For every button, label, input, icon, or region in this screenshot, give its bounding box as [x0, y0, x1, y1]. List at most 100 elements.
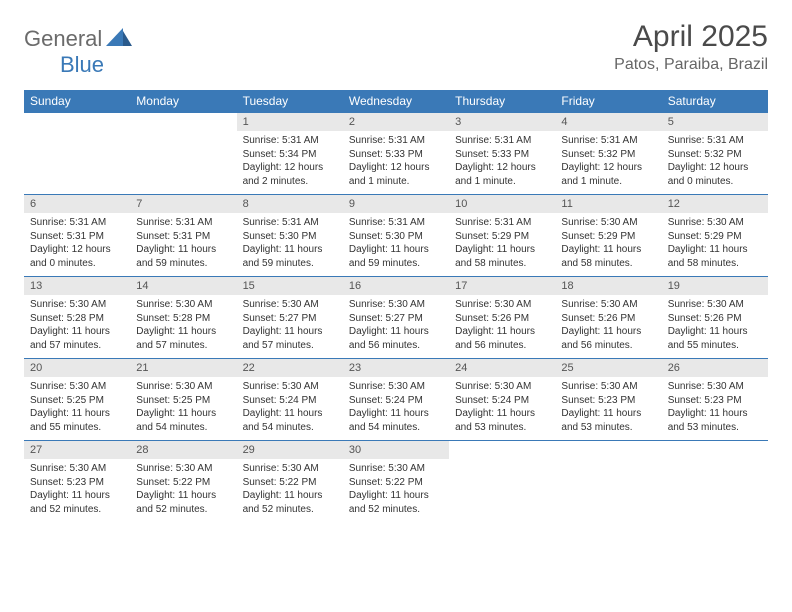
day-details: Sunrise: 5:30 AMSunset: 5:24 PMDaylight:…: [343, 377, 449, 437]
day-details: Sunrise: 5:30 AMSunset: 5:24 PMDaylight:…: [237, 377, 343, 437]
day-number: 27: [24, 441, 130, 459]
month-title: April 2025: [614, 20, 768, 54]
calendar-day-cell: 29Sunrise: 5:30 AMSunset: 5:22 PMDayligh…: [237, 441, 343, 523]
day-number: 8: [237, 195, 343, 213]
day-number: 23: [343, 359, 449, 377]
calendar-day-cell: 17Sunrise: 5:30 AMSunset: 5:26 PMDayligh…: [449, 277, 555, 359]
day-details: Sunrise: 5:30 AMSunset: 5:29 PMDaylight:…: [555, 213, 661, 273]
day-number: 7: [130, 195, 236, 213]
day-details: Sunrise: 5:30 AMSunset: 5:25 PMDaylight:…: [24, 377, 130, 437]
calendar-day-cell: 2Sunrise: 5:31 AMSunset: 5:33 PMDaylight…: [343, 113, 449, 195]
calendar-day-cell: 9Sunrise: 5:31 AMSunset: 5:30 PMDaylight…: [343, 195, 449, 277]
day-number: 11: [555, 195, 661, 213]
day-details: Sunrise: 5:31 AMSunset: 5:34 PMDaylight:…: [237, 131, 343, 191]
calendar-day-cell: 7Sunrise: 5:31 AMSunset: 5:31 PMDaylight…: [130, 195, 236, 277]
calendar-day-cell: 23Sunrise: 5:30 AMSunset: 5:24 PMDayligh…: [343, 359, 449, 441]
calendar-day-cell: 25Sunrise: 5:30 AMSunset: 5:23 PMDayligh…: [555, 359, 661, 441]
day-number: 9: [343, 195, 449, 213]
day-number: 20: [24, 359, 130, 377]
calendar-day-cell: 22Sunrise: 5:30 AMSunset: 5:24 PMDayligh…: [237, 359, 343, 441]
day-number: 3: [449, 113, 555, 131]
day-details: Sunrise: 5:31 AMSunset: 5:33 PMDaylight:…: [449, 131, 555, 191]
calendar-day-cell: [662, 441, 768, 523]
weekday-header: Sunday: [24, 90, 130, 113]
day-details: Sunrise: 5:30 AMSunset: 5:28 PMDaylight:…: [24, 295, 130, 355]
day-details: Sunrise: 5:31 AMSunset: 5:33 PMDaylight:…: [343, 131, 449, 191]
calendar-day-cell: 12Sunrise: 5:30 AMSunset: 5:29 PMDayligh…: [662, 195, 768, 277]
day-number: 10: [449, 195, 555, 213]
brand-logo: General: [24, 20, 134, 52]
calendar-day-cell: 6Sunrise: 5:31 AMSunset: 5:31 PMDaylight…: [24, 195, 130, 277]
day-number: 12: [662, 195, 768, 213]
calendar-table: Sunday Monday Tuesday Wednesday Thursday…: [24, 90, 768, 523]
calendar-day-cell: 4Sunrise: 5:31 AMSunset: 5:32 PMDaylight…: [555, 113, 661, 195]
calendar-day-cell: 30Sunrise: 5:30 AMSunset: 5:22 PMDayligh…: [343, 441, 449, 523]
day-number: 25: [555, 359, 661, 377]
day-number: 1: [237, 113, 343, 131]
calendar-day-cell: 19Sunrise: 5:30 AMSunset: 5:26 PMDayligh…: [662, 277, 768, 359]
calendar-week-row: 13Sunrise: 5:30 AMSunset: 5:28 PMDayligh…: [24, 277, 768, 359]
calendar-day-cell: 1Sunrise: 5:31 AMSunset: 5:34 PMDaylight…: [237, 113, 343, 195]
day-details: Sunrise: 5:30 AMSunset: 5:23 PMDaylight:…: [24, 459, 130, 519]
day-number: 5: [662, 113, 768, 131]
weekday-header: Saturday: [662, 90, 768, 113]
calendar-day-cell: 27Sunrise: 5:30 AMSunset: 5:23 PMDayligh…: [24, 441, 130, 523]
calendar-week-row: 1Sunrise: 5:31 AMSunset: 5:34 PMDaylight…: [24, 113, 768, 195]
calendar-day-cell: [24, 113, 130, 195]
day-details: Sunrise: 5:30 AMSunset: 5:28 PMDaylight:…: [130, 295, 236, 355]
weekday-header: Friday: [555, 90, 661, 113]
calendar-day-cell: 14Sunrise: 5:30 AMSunset: 5:28 PMDayligh…: [130, 277, 236, 359]
day-number: 15: [237, 277, 343, 295]
day-number: 26: [662, 359, 768, 377]
calendar-day-cell: [449, 441, 555, 523]
calendar-day-cell: 21Sunrise: 5:30 AMSunset: 5:25 PMDayligh…: [130, 359, 236, 441]
day-details: Sunrise: 5:30 AMSunset: 5:24 PMDaylight:…: [449, 377, 555, 437]
weekday-header-row: Sunday Monday Tuesday Wednesday Thursday…: [24, 90, 768, 113]
calendar-day-cell: 10Sunrise: 5:31 AMSunset: 5:29 PMDayligh…: [449, 195, 555, 277]
calendar-day-cell: 5Sunrise: 5:31 AMSunset: 5:32 PMDaylight…: [662, 113, 768, 195]
day-details: Sunrise: 5:31 AMSunset: 5:30 PMDaylight:…: [237, 213, 343, 273]
day-details: Sunrise: 5:30 AMSunset: 5:23 PMDaylight:…: [555, 377, 661, 437]
calendar-day-cell: 20Sunrise: 5:30 AMSunset: 5:25 PMDayligh…: [24, 359, 130, 441]
calendar-day-cell: 24Sunrise: 5:30 AMSunset: 5:24 PMDayligh…: [449, 359, 555, 441]
day-number: 22: [237, 359, 343, 377]
day-number: 18: [555, 277, 661, 295]
day-details: Sunrise: 5:31 AMSunset: 5:32 PMDaylight:…: [662, 131, 768, 191]
day-details: Sunrise: 5:30 AMSunset: 5:26 PMDaylight:…: [662, 295, 768, 355]
day-details: Sunrise: 5:30 AMSunset: 5:26 PMDaylight:…: [555, 295, 661, 355]
day-number: 21: [130, 359, 236, 377]
calendar-day-cell: 3Sunrise: 5:31 AMSunset: 5:33 PMDaylight…: [449, 113, 555, 195]
title-block: April 2025 Patos, Paraiba, Brazil: [614, 20, 768, 74]
calendar-day-cell: 18Sunrise: 5:30 AMSunset: 5:26 PMDayligh…: [555, 277, 661, 359]
brand-blue: Blue: [60, 52, 104, 77]
day-details: Sunrise: 5:30 AMSunset: 5:29 PMDaylight:…: [662, 213, 768, 273]
day-details: Sunrise: 5:31 AMSunset: 5:31 PMDaylight:…: [130, 213, 236, 273]
day-number: 6: [24, 195, 130, 213]
day-details: Sunrise: 5:30 AMSunset: 5:22 PMDaylight:…: [237, 459, 343, 519]
day-details: Sunrise: 5:30 AMSunset: 5:27 PMDaylight:…: [343, 295, 449, 355]
weekday-header: Tuesday: [237, 90, 343, 113]
day-number: 24: [449, 359, 555, 377]
calendar-week-row: 20Sunrise: 5:30 AMSunset: 5:25 PMDayligh…: [24, 359, 768, 441]
day-details: Sunrise: 5:30 AMSunset: 5:22 PMDaylight:…: [343, 459, 449, 519]
calendar-week-row: 6Sunrise: 5:31 AMSunset: 5:31 PMDaylight…: [24, 195, 768, 277]
day-number: 30: [343, 441, 449, 459]
calendar-day-cell: [555, 441, 661, 523]
calendar-day-cell: [130, 113, 236, 195]
day-number: 13: [24, 277, 130, 295]
day-details: Sunrise: 5:31 AMSunset: 5:29 PMDaylight:…: [449, 213, 555, 273]
calendar-day-cell: 8Sunrise: 5:31 AMSunset: 5:30 PMDaylight…: [237, 195, 343, 277]
day-details: Sunrise: 5:30 AMSunset: 5:27 PMDaylight:…: [237, 295, 343, 355]
calendar-day-cell: 15Sunrise: 5:30 AMSunset: 5:27 PMDayligh…: [237, 277, 343, 359]
calendar-day-cell: 26Sunrise: 5:30 AMSunset: 5:23 PMDayligh…: [662, 359, 768, 441]
calendar-day-cell: 11Sunrise: 5:30 AMSunset: 5:29 PMDayligh…: [555, 195, 661, 277]
day-number: 16: [343, 277, 449, 295]
day-details: Sunrise: 5:31 AMSunset: 5:32 PMDaylight:…: [555, 131, 661, 191]
day-details: Sunrise: 5:31 AMSunset: 5:31 PMDaylight:…: [24, 213, 130, 273]
day-details: Sunrise: 5:30 AMSunset: 5:26 PMDaylight:…: [449, 295, 555, 355]
brand-triangle-icon: [106, 28, 132, 51]
day-details: Sunrise: 5:30 AMSunset: 5:23 PMDaylight:…: [662, 377, 768, 437]
brand-general: General: [24, 26, 102, 52]
day-details: Sunrise: 5:30 AMSunset: 5:25 PMDaylight:…: [130, 377, 236, 437]
day-number: 2: [343, 113, 449, 131]
